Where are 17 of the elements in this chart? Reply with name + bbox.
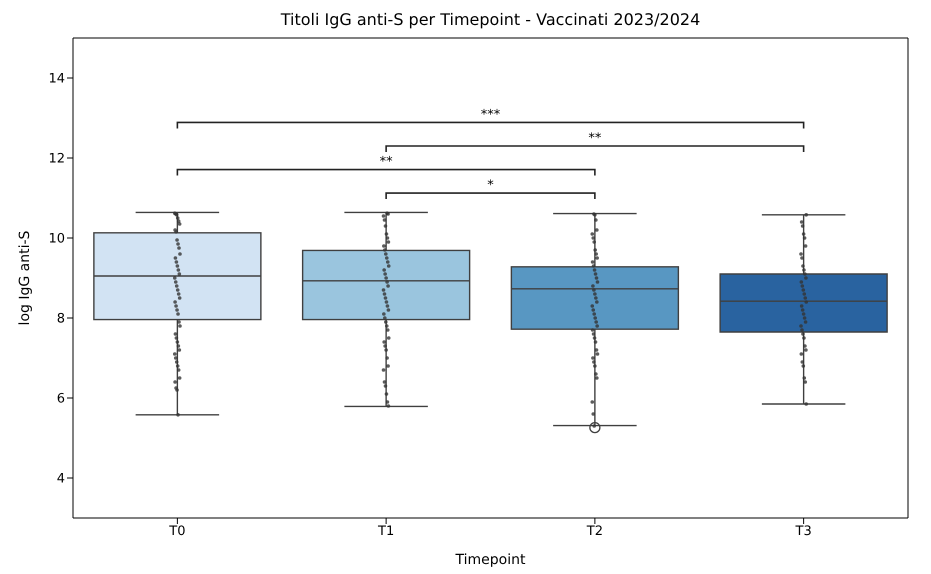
x-tick-label: T3 xyxy=(794,524,812,540)
x-tick-label: T2 xyxy=(586,524,603,540)
y-axis-title: log IgG anti-S xyxy=(16,230,33,326)
x-axis-title: Timepoint xyxy=(454,552,526,568)
annotation: ** xyxy=(380,154,394,170)
y-tick-label: 12 xyxy=(48,152,65,167)
x-tick-label: T1 xyxy=(377,524,394,540)
y-tick-label: 10 xyxy=(48,232,65,247)
x-tick-label: T0 xyxy=(168,524,186,540)
y-tick-label: 14 xyxy=(48,72,65,87)
annotation: * xyxy=(487,178,494,194)
annotation: ** xyxy=(588,131,602,146)
y-tick-label: 6 xyxy=(56,392,65,407)
chart-title: Titoli IgG anti-S per Timepoint - Vaccinati 2023/2024 xyxy=(280,10,702,29)
y-tick-label: 8 xyxy=(56,312,65,327)
y-tick-label: 4 xyxy=(56,472,65,487)
annotation: *** xyxy=(480,107,501,122)
